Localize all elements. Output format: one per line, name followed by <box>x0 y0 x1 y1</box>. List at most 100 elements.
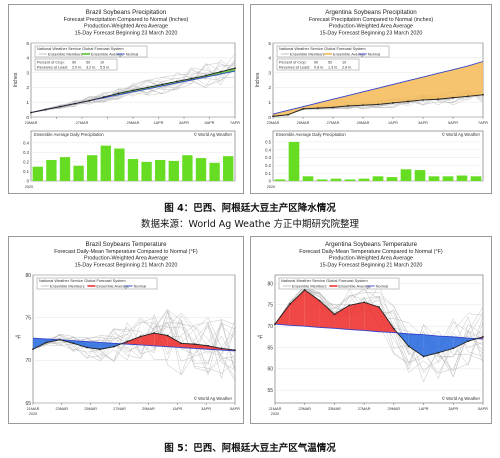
precip-bar <box>470 176 482 181</box>
ensemble-average-point <box>102 96 105 98</box>
y-axis-label: Inches <box>13 72 19 87</box>
y-tick-label: 80 <box>267 281 273 287</box>
legend-ensemble-members: Ensemble Members <box>292 283 327 288</box>
chart-title-line: Argentina Soybeans Temperature <box>325 241 418 248</box>
ensemble-average-point <box>437 351 440 354</box>
precip-bar <box>87 155 98 181</box>
x-tick-label: 27MAR <box>327 121 340 125</box>
precip-bar <box>168 160 179 181</box>
y-tick-label: 75 <box>25 315 31 321</box>
x-tick-label: 23MAR <box>267 121 280 125</box>
chart-title-line: Production-Weighted Area Average <box>84 256 168 262</box>
x-tick-label: 25MAR <box>328 407 341 411</box>
x-tick-label: 21MAR <box>269 407 282 411</box>
crop-table-cell: 90 <box>314 61 318 65</box>
legend-ensemble-average: Ensemble Average <box>96 283 129 288</box>
year-label: 2020 <box>267 185 275 189</box>
x-tick-label: 3APR <box>201 407 211 411</box>
legend-frame <box>36 277 158 290</box>
ensemble-average-point <box>452 96 454 99</box>
legend-normal: Normal <box>368 51 381 56</box>
bar-y-tick-label: 0 <box>27 179 30 184</box>
ensemble-average-point <box>377 103 379 106</box>
argentina-precip-panel: Argentina Soybeans Precipitation Forecast… <box>250 4 492 194</box>
y-tick-label: 0 <box>26 115 29 121</box>
legend-box: National Weather Service Global Forecast… <box>34 45 148 58</box>
difference-fill <box>33 338 47 350</box>
bar-y-tick-label: 0.4 <box>23 140 29 145</box>
figure-4-caption: 图 4：巴西、阿根廷大豆主产区降水情况 <box>164 203 336 214</box>
crop-table-cell: 2.8 in. <box>342 66 352 70</box>
x-tick-label: 1APR <box>154 121 164 125</box>
ensemble-average-point <box>146 86 149 89</box>
ensemble-average-point <box>362 104 364 107</box>
precip-bar <box>288 141 300 181</box>
crop-table-cell: Receives at Least: <box>279 66 310 70</box>
precip-bar <box>100 145 111 181</box>
x-tick-label: 7APR <box>230 121 240 125</box>
precip-bar <box>182 155 193 181</box>
ensemble-member-line <box>32 309 236 371</box>
ensemble-average-point <box>234 349 236 351</box>
precip-bar <box>386 177 398 181</box>
x-tick-label: 27MAR <box>358 407 371 411</box>
bar-y-tick-label: 0.3 <box>265 155 271 160</box>
x-tick-label: 1APR <box>388 121 398 125</box>
crop-table-cell: 1.3 in. <box>328 66 338 70</box>
credit-label: © World Ag Weather <box>442 396 481 401</box>
y-tick-label: 70 <box>25 358 31 364</box>
x-tick-label: 29MAR <box>127 121 140 125</box>
x-tick-label: 29MAR <box>142 407 155 411</box>
ensemble-member-line <box>274 292 484 378</box>
x-tick-label: 23MAR <box>56 407 69 411</box>
ensemble-average-point <box>317 107 319 110</box>
legend-normal: Normal <box>134 283 147 288</box>
difference-fill <box>364 302 379 332</box>
ensemble-average-point <box>392 327 395 330</box>
precip-bar <box>209 162 220 181</box>
ensemble-average-point <box>363 301 366 304</box>
precip-bar <box>400 169 412 181</box>
ensemble-average-point <box>392 102 394 104</box>
legend-ensemble-members: Ensemble Members <box>48 51 83 56</box>
chart-title-line: 15-Day Forecast Beginning 21 March 2020 <box>75 262 178 268</box>
bar-chart-title: Ensemble Average Daily Precipitation <box>276 132 346 137</box>
difference-fill <box>453 336 469 349</box>
bar-y-tick-label: 0.1 <box>265 171 271 176</box>
legend-title: National Weather Service Global Forecast… <box>281 278 368 283</box>
ensemble-average-point <box>467 340 470 343</box>
y-tick-label: 60 <box>267 367 273 373</box>
precip-bar <box>127 159 139 181</box>
x-tick-label: 5APR <box>205 121 215 125</box>
y-axis-label: Inches <box>255 72 261 87</box>
legend-ensemble-average: Ensemble Average <box>91 51 124 56</box>
legend-ensemble-average: Ensemble Average <box>338 283 371 288</box>
ensemble-member-line <box>30 62 236 113</box>
ensemble-average-point <box>437 98 439 101</box>
ensemble-average-point <box>482 93 484 96</box>
difference-fill <box>334 305 350 330</box>
x-tick-label: 23MAR <box>298 407 311 411</box>
legend-box: National Weather Service Global Forecast… <box>276 45 390 58</box>
difference-fill <box>438 336 454 353</box>
y-tick-label: 65 <box>267 345 273 351</box>
bar-y-tick-label: 0.2 <box>265 163 271 168</box>
precip-bar <box>114 148 125 181</box>
difference-fill <box>73 340 87 348</box>
ensemble-average-point <box>117 92 120 95</box>
x-tick-label: 1APR <box>172 407 182 411</box>
ensemble-average-point <box>44 108 47 111</box>
bar-y-tick-label: 0.2 <box>23 159 29 164</box>
ensemble-average-point <box>126 340 129 343</box>
legend-ensemble-members: Ensemble Members <box>50 283 85 288</box>
crop-table-cell: 50 <box>86 61 90 65</box>
y-tick-label: 0 <box>268 115 271 121</box>
bar-y-tick-label: 0.4 <box>265 147 271 152</box>
crop-table-frame <box>34 58 118 71</box>
precip-bar <box>195 158 207 181</box>
y-tick-label: 2 <box>268 85 271 91</box>
y-tick-label: 4 <box>268 56 271 62</box>
ensemble-average-point <box>482 335 484 338</box>
ensemble-average-point <box>467 95 469 98</box>
ensemble-average-point <box>407 100 409 103</box>
